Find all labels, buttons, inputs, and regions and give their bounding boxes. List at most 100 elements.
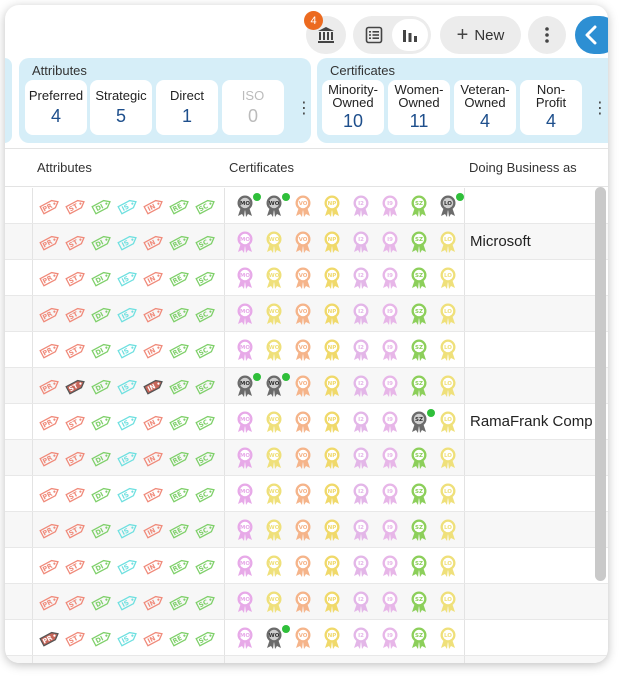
cert-i9-icon[interactable]: I9 [380, 231, 400, 253]
tag-sc-icon[interactable]: SC [195, 341, 217, 359]
tag-sc-icon[interactable]: SC [195, 557, 217, 575]
cert-wo-icon[interactable]: WO [264, 303, 284, 325]
tag-sc-icon[interactable]: SC [195, 377, 217, 395]
table-row[interactable]: PR ST DI IS IN RE SC MO WO VO NP I2 I9 SZ LO [5, 620, 608, 656]
tag-st-icon[interactable]: ST [65, 269, 87, 287]
tag-st-icon[interactable]: ST [65, 341, 87, 359]
tag-pr-icon[interactable]: PR [39, 629, 61, 647]
chart-view-button[interactable] [392, 19, 428, 51]
cert-wo-icon[interactable]: WO [264, 591, 284, 613]
tile-non-profit[interactable]: Non- Profit 4 [520, 80, 582, 135]
tag-in-icon[interactable]: IN [143, 413, 165, 431]
tag-st-icon[interactable]: ST [65, 233, 87, 251]
cert-np-icon[interactable]: NP [322, 483, 342, 505]
tag-pr-icon[interactable]: PR [39, 377, 61, 395]
table-row[interactable]: PR ST DI IS IN RE SC MO WO VO NP I2 I9 SZ LO [5, 512, 608, 548]
cert-i9-icon[interactable]: I9 [380, 411, 400, 433]
tag-pr-icon[interactable]: PR [39, 341, 61, 359]
cert-mo-icon[interactable]: MO [235, 447, 255, 469]
tag-re-icon[interactable]: RE [169, 197, 191, 215]
tag-pr-icon[interactable]: PR [39, 521, 61, 539]
table-row[interactable]: PR ST DI IS IN RE SC MO WO VO NP I2 I9 SZ LO [5, 476, 608, 512]
tag-sc-icon[interactable]: SC [195, 485, 217, 503]
cert-wo-icon[interactable]: WO [264, 195, 284, 217]
tag-di-icon[interactable]: DI [91, 485, 113, 503]
tag-di-icon[interactable]: DI [91, 377, 113, 395]
tag-in-icon[interactable]: IN [143, 197, 165, 215]
cert-vo-icon[interactable]: VO [293, 303, 313, 325]
tag-in-icon[interactable]: IN [143, 233, 165, 251]
cert-i9-icon[interactable]: I9 [380, 555, 400, 577]
cert-i9-icon[interactable]: I9 [380, 627, 400, 649]
tag-in-icon[interactable]: IN [143, 305, 165, 323]
cert-mo-icon[interactable]: MO [235, 195, 255, 217]
tag-st-icon[interactable]: ST [65, 413, 87, 431]
cert-i2-icon[interactable]: I2 [351, 591, 371, 613]
cert-lo-icon[interactable]: LO [438, 591, 458, 613]
cert-vo-icon[interactable]: VO [293, 483, 313, 505]
collapse-panel-button[interactable] [575, 16, 608, 54]
tag-sc-icon[interactable]: SC [195, 305, 217, 323]
cert-wo-icon[interactable]: WO [264, 555, 284, 577]
cert-sz-icon[interactable]: SZ [409, 375, 429, 397]
tag-is-icon[interactable]: IS [117, 449, 139, 467]
tag-is-icon[interactable]: IS [117, 341, 139, 359]
tag-in-icon[interactable]: IN [143, 341, 165, 359]
cert-sz-icon[interactable]: SZ [409, 447, 429, 469]
tag-in-icon[interactable]: IN [143, 485, 165, 503]
cert-lo-icon[interactable]: LO [438, 267, 458, 289]
table-row[interactable]: PR ST DI IS IN RE SC MO WO VO NP I2 I9 SZ LO [5, 368, 608, 404]
cert-wo-icon[interactable]: WO [264, 375, 284, 397]
tag-sc-icon[interactable]: SC [195, 233, 217, 251]
tag-is-icon[interactable]: IS [117, 593, 139, 611]
cert-np-icon[interactable]: NP [322, 411, 342, 433]
tag-re-icon[interactable]: RE [169, 485, 191, 503]
cert-lo-icon[interactable]: LO [438, 627, 458, 649]
cert-vo-icon[interactable]: VO [293, 231, 313, 253]
cert-np-icon[interactable]: NP [322, 555, 342, 577]
tag-re-icon[interactable]: RE [169, 449, 191, 467]
column-header-attributes[interactable]: Attributes [37, 160, 92, 175]
table-row[interactable]: PR ST DI IS IN RE SC MO WO VO NP I2 I9 SZ LO [5, 584, 608, 620]
tag-re-icon[interactable]: RE [169, 593, 191, 611]
cert-i2-icon[interactable]: I2 [351, 375, 371, 397]
tile-veteran-owned[interactable]: Veteran- Owned 4 [454, 80, 516, 135]
cert-lo-icon[interactable]: LO [438, 483, 458, 505]
table-row[interactable]: PR ST DI IS IN RE SC MO WO VO NP I2 I9 SZ LO [5, 296, 608, 332]
cert-i9-icon[interactable]: I9 [380, 483, 400, 505]
cert-vo-icon[interactable]: VO [293, 267, 313, 289]
cert-i9-icon[interactable]: I9 [380, 339, 400, 361]
tag-di-icon[interactable]: DI [91, 269, 113, 287]
tag-di-icon[interactable]: DI [91, 413, 113, 431]
cert-lo-icon[interactable]: LO [438, 447, 458, 469]
tag-di-icon[interactable]: DI [91, 449, 113, 467]
tag-re-icon[interactable]: RE [169, 629, 191, 647]
table-row[interactable]: PR ST DI IS IN RE SC MO WO VO NP I2 I9 SZ LO Microsoft [5, 224, 608, 260]
cert-i2-icon[interactable]: I2 [351, 411, 371, 433]
list-view-button[interactable] [356, 19, 392, 51]
cert-np-icon[interactable]: NP [322, 195, 342, 217]
tag-is-icon[interactable]: IS [117, 629, 139, 647]
cert-lo-icon[interactable]: LO [438, 195, 458, 217]
cert-i2-icon[interactable]: I2 [351, 555, 371, 577]
cert-sz-icon[interactable]: SZ [409, 267, 429, 289]
cert-wo-icon[interactable]: WO [264, 411, 284, 433]
tag-pr-icon[interactable]: PR [39, 485, 61, 503]
cert-np-icon[interactable]: NP [322, 627, 342, 649]
tag-sc-icon[interactable]: SC [195, 413, 217, 431]
cert-wo-icon[interactable]: WO [264, 267, 284, 289]
tag-is-icon[interactable]: IS [117, 557, 139, 575]
tag-pr-icon[interactable]: PR [39, 449, 61, 467]
cert-i2-icon[interactable]: I2 [351, 483, 371, 505]
tag-in-icon[interactable]: IN [143, 449, 165, 467]
cert-i9-icon[interactable]: I9 [380, 591, 400, 613]
tag-in-icon[interactable]: IN [143, 269, 165, 287]
cert-mo-icon[interactable]: MO [235, 231, 255, 253]
tag-pr-icon[interactable]: PR [39, 197, 61, 215]
tag-di-icon[interactable]: DI [91, 521, 113, 539]
cert-sz-icon[interactable]: SZ [409, 519, 429, 541]
cert-i9-icon[interactable]: I9 [380, 519, 400, 541]
tag-is-icon[interactable]: IS [117, 413, 139, 431]
tag-re-icon[interactable]: RE [169, 413, 191, 431]
attributes-more-icon[interactable]: ⋮ [296, 100, 312, 117]
